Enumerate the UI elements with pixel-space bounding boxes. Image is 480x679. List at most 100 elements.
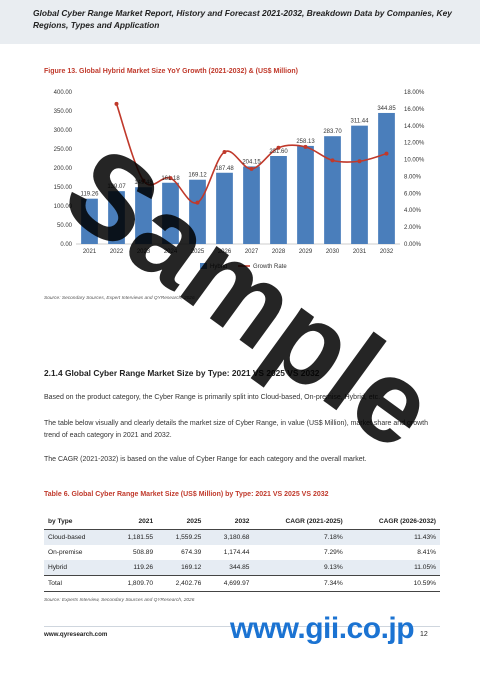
growth-rate-point (357, 159, 362, 164)
bar-data-label: 258.13 (296, 139, 315, 145)
col-header-2021: 2021 (108, 514, 158, 530)
col-header-type: by Type (44, 514, 109, 530)
chart-labels: 119.26 2021 139.07 2022 149.48 2023 161.18 2024… (81, 106, 397, 255)
bar-hybrid (162, 182, 179, 244)
table-total-row: Total 1,809.70 2,402.76 4,699.97 7.34% 1… (44, 575, 440, 592)
bar-data-label: 204.15 (242, 159, 261, 165)
paragraph-1: Based on the product category, the Cyber… (44, 394, 381, 401)
growth-rate-point (249, 166, 254, 171)
gii-watermark: www.gii.co.jp (230, 612, 415, 645)
cell-cagr-a: 7.34% (253, 575, 347, 592)
y-right-tick-label: 6.00% (404, 191, 422, 197)
y-right-tick-label: 10.00% (404, 158, 425, 164)
y-right-tick-label: 12.00% (404, 141, 425, 147)
bar-hybrid (135, 187, 152, 244)
col-header-cagr-2026-2032: CAGR (2026-2032) (346, 514, 440, 530)
y-left-tick-label: 250.00 (54, 147, 73, 153)
x-tick-label: 2028 (272, 249, 286, 255)
x-tick-label: 2027 (245, 249, 259, 255)
bar-hybrid (189, 179, 206, 244)
cell-2021: 508.89 (132, 549, 154, 556)
cell-cagr-b: 11.43% (346, 529, 440, 545)
report-header: Global Cyber Range Market Report, Histor… (0, 0, 480, 44)
footer-divider (44, 626, 440, 627)
x-tick-label: 2029 (299, 249, 313, 255)
report-title: Global Cyber Range Market Report, Histor… (33, 8, 452, 30)
y-left-tick-label: 50.00 (57, 223, 73, 229)
cell-2025: 674.39 (181, 549, 202, 556)
cell-cagr-a: 7.29% (324, 549, 343, 556)
legend-hybrid-swatch (200, 263, 207, 269)
cell-2025: 1,559.25 (157, 529, 206, 545)
chart-grid: 0.00 50.00 100.00 150.00 200.00 250.00 300.00 3… (54, 90, 425, 248)
table-source: Source: Experts Interview, Secondary Sou… (44, 598, 195, 603)
bar-data-label: 187.48 (215, 166, 234, 172)
cell-cagr-b: 11.05% (346, 560, 440, 576)
figure-title: Figure 13. Global Hybrid Market Size YoY… (44, 68, 299, 75)
x-tick-label: 2032 (380, 249, 394, 255)
bar-hybrid (270, 155, 287, 244)
page-number: 12 (420, 631, 428, 638)
col-header-2025: 2025 (157, 514, 206, 530)
y-left-tick-label: 200.00 (54, 166, 73, 172)
x-tick-label: 2021 (83, 249, 97, 255)
chart-bars (81, 112, 395, 244)
col-header-2032: 2032 (205, 514, 254, 530)
legend-growth-label: Growth Rate (253, 264, 287, 270)
table-header-row: by Type 2021 2025 2032 CAGR (2021-2025) … (44, 514, 440, 530)
cell-2025: 2,402.76 (157, 575, 206, 592)
x-tick-label: 2025 (191, 249, 205, 255)
table-row: On-premise 508.89 674.39 1,174.44 7.29% … (44, 545, 440, 560)
chart-growth-line (114, 101, 389, 205)
chart-svg: 0.00 50.00 100.00 150.00 200.00 250.00 300.00 3… (54, 90, 425, 270)
y-left-tick-label: 400.00 (54, 90, 73, 96)
y-right-tick-label: 2.00% (404, 225, 422, 231)
bar-hybrid (81, 198, 98, 244)
bar-data-label: 139.07 (107, 184, 126, 190)
bar-hybrid (216, 172, 233, 244)
cell-2032: 344.85 (205, 560, 254, 576)
cell-cagr-a: 7.18% (253, 529, 347, 545)
bar-hybrid (351, 125, 368, 244)
growth-rate-point (195, 200, 200, 205)
cell-type: Hybrid (44, 560, 109, 576)
cell-2021: 1,181.55 (108, 529, 158, 545)
cell-cagr-a: 9.13% (253, 560, 347, 576)
bar-data-label: 161.18 (161, 176, 180, 182)
x-tick-label: 2030 (326, 249, 340, 255)
bar-data-label: 169.12 (188, 173, 207, 179)
y-left-tick-label: 350.00 (54, 109, 73, 115)
chart-legend: Hybrid Growth Rate (200, 263, 287, 270)
growth-rate-point (303, 144, 308, 149)
bar-data-label: 311.44 (351, 119, 370, 125)
y-right-tick-label: 4.00% (404, 208, 422, 214)
cell-2032: 3,180.68 (205, 529, 254, 545)
y-right-tick-label: 14.00% (404, 124, 425, 130)
table-title: Table 6. Global Cyber Range Market Size … (44, 491, 329, 498)
paragraph-3: The CAGR (2021-2032) is based on the val… (44, 456, 367, 463)
y-left-tick-label: 150.00 (54, 185, 73, 191)
x-tick-label: 2024 (164, 249, 178, 255)
cell-cagr-b: 10.59% (346, 575, 440, 592)
cell-cagr-b: 8.41% (417, 549, 436, 556)
bar-hybrid (378, 112, 395, 244)
market-size-table: by Type 2021 2025 2032 CAGR (2021-2025) … (44, 514, 440, 592)
growth-rate-point (384, 151, 389, 156)
growth-rate-point (114, 101, 119, 106)
x-tick-label: 2031 (353, 249, 367, 255)
footer-url[interactable]: www.qyresearch.com (44, 631, 108, 638)
y-right-tick-label: 8.00% (404, 174, 422, 180)
growth-rate-point (168, 176, 173, 181)
y-left-tick-label: 300.00 (54, 128, 73, 134)
figure-source: Source: Secondary Sources, Expert Interv… (44, 296, 195, 301)
table-row: Cloud-based 1,181.55 1,559.25 3,180.68 7… (44, 529, 440, 545)
y-left-tick-label: 100.00 (54, 204, 73, 210)
hybrid-yoy-chart: 0.00 50.00 100.00 150.00 200.00 250.00 300.00 3… (28, 84, 458, 280)
y-left-tick-label: 0.00 (60, 242, 72, 248)
bar-data-label: 283.70 (323, 129, 342, 135)
bar-data-label: 119.26 (81, 192, 100, 198)
cell-2021: 119.26 (108, 560, 158, 576)
cell-2032: 1,174.44 (223, 549, 250, 556)
x-tick-label: 2022 (110, 249, 124, 255)
cell-type: Cloud-based (44, 529, 109, 545)
